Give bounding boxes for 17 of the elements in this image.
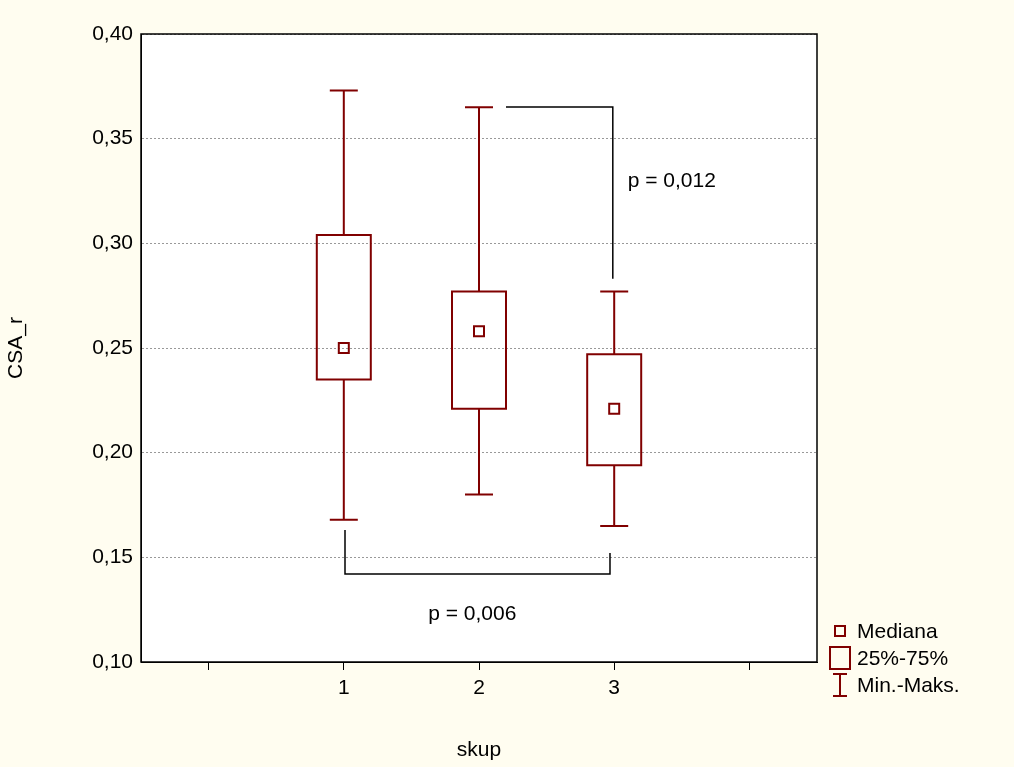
text: 25%-75% (857, 645, 949, 670)
y-tick-label: 0,15 (92, 544, 133, 568)
y-tick-label: 0,35 (92, 125, 133, 149)
x-tick-label: 2 (473, 675, 485, 699)
annotation: p = 0,012 (627, 167, 716, 192)
text: Mediana (857, 618, 938, 643)
text: Min.-Maks. (857, 672, 960, 697)
annotation: p = 0,006 (428, 600, 517, 625)
y-tick-label: 0,20 (92, 439, 133, 463)
y-tick-label: 0,25 (92, 334, 133, 358)
y-tick-label: 0,30 (92, 230, 133, 254)
y-tick-label: 0,10 (92, 648, 133, 672)
x-tick-label: 3 (608, 675, 621, 699)
x-tick-label: 1 (337, 675, 350, 699)
x-axis-title: skup (456, 737, 502, 761)
y-tick-label: 0,40 (92, 20, 133, 44)
y-axis-title: CSA_r (3, 317, 28, 379)
